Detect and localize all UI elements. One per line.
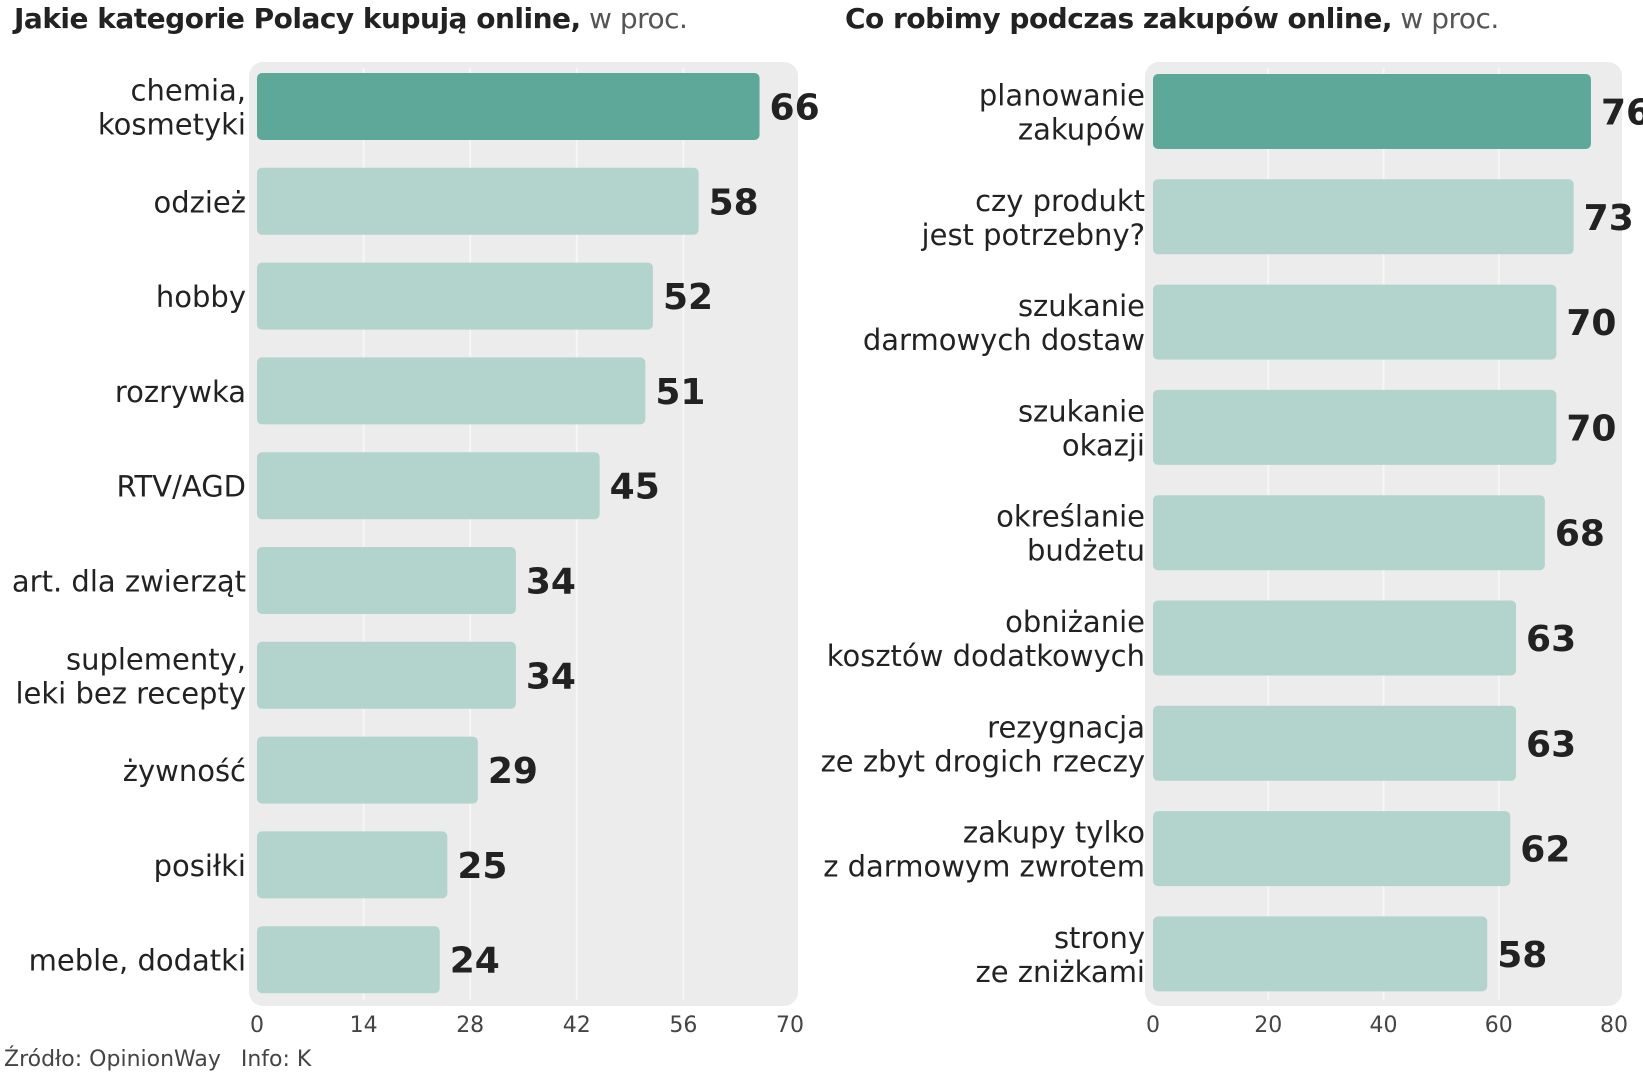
right-value-label: 70 (1566, 303, 1616, 344)
right-bar (1153, 600, 1517, 676)
left-category-label: suplementy, (66, 642, 246, 676)
left-category-label: rozrywka (115, 375, 246, 409)
right-value-label: 63 (1526, 619, 1576, 660)
right-category-label: zakupy tylko (963, 816, 1145, 850)
right-value-label: 58 (1497, 935, 1547, 976)
right-bar (1153, 811, 1511, 887)
left-chart-title: Jakie kategorie Polacy kupują online, w … (14, 2, 688, 35)
right-value-label: 76 (1601, 93, 1643, 134)
right-category-label: ze zbyt drogich rzeczy (821, 744, 1145, 778)
right-tick-label: 20 (1254, 1013, 1282, 1038)
right-bar (1153, 495, 1545, 571)
right-bar (1153, 705, 1517, 781)
right-bar (1153, 179, 1574, 255)
right-category-label: planowanie (979, 79, 1145, 113)
right-bar (1153, 74, 1591, 149)
left-category-label: hobby (156, 280, 246, 314)
source-label: Źródło: OpinionWay (4, 1047, 221, 1072)
right-bar (1153, 284, 1557, 360)
right-category-label: czy produkt (975, 184, 1145, 218)
left-tick-label: 14 (350, 1013, 378, 1038)
right-value-label: 68 (1555, 514, 1605, 555)
right-category-label: darmowych dostaw (863, 323, 1145, 357)
left-value-label: 24 (450, 941, 500, 982)
right-tick-label: 60 (1485, 1013, 1513, 1038)
source-footer: Źródło: OpinionWay Info: K (4, 1047, 311, 1072)
left-category-label: posiłki (154, 849, 246, 883)
left-chart-title-bold: Jakie kategorie Polacy kupują online, (14, 2, 581, 35)
left-value-label: 52 (663, 277, 713, 318)
left-chart-title-unit: w proc. (580, 2, 688, 35)
left-value-label: 34 (526, 656, 576, 697)
right-bar (1153, 389, 1557, 465)
right-category-label: strony (1054, 921, 1145, 955)
left-tick-label: 28 (456, 1013, 484, 1038)
right-tick-label: 40 (1370, 1013, 1398, 1038)
right-category-label: zakupów (1018, 113, 1145, 147)
left-bar (257, 926, 440, 994)
left-category-label: chemia, (131, 74, 246, 108)
right-tick-label: 80 (1600, 1013, 1628, 1038)
left-bar (257, 641, 516, 709)
right-category-label: rezygnacja (987, 710, 1145, 744)
left-category-label: leki bez recepty (15, 676, 246, 710)
left-category-label: kosmetyki (98, 108, 246, 142)
right-category-label: okazji (1062, 428, 1145, 462)
right-chart-title-bold: Co robimy podczas zakupów online, (845, 2, 1393, 35)
left-value-label: 34 (526, 562, 576, 603)
left-bar (257, 736, 478, 804)
right-category-label: szukanie (1018, 394, 1145, 428)
right-value-label: 62 (1520, 830, 1570, 871)
right-tick-label: 0 (1146, 1013, 1160, 1038)
right-chart-title: Co robimy podczas zakupów online, w proc… (845, 2, 1499, 35)
right-category-label: określanie (996, 500, 1145, 534)
left-category-label: art. dla zwierząt (12, 565, 246, 599)
left-category-label: meble, dodatki (29, 944, 246, 978)
info-label: Info: K (240, 1047, 312, 1072)
right-category-label: budżetu (1027, 534, 1145, 568)
right-chart-title-unit: w proc. (1392, 2, 1499, 35)
right-category-label: szukanie (1018, 289, 1145, 323)
left-bar (257, 452, 600, 520)
left-tick-label: 56 (669, 1013, 697, 1038)
left-value-label: 51 (655, 372, 705, 413)
right-category-label: obniżanie (1005, 605, 1145, 639)
left-value-label: 29 (488, 751, 538, 792)
left-tick-label: 70 (776, 1013, 804, 1038)
left-category-label: żywność (123, 754, 246, 788)
left-category-label: odzież (154, 185, 247, 219)
left-bar (257, 73, 760, 140)
left-bar (257, 262, 653, 330)
right-value-label: 73 (1584, 198, 1634, 239)
left-bar (257, 357, 646, 425)
left-value-label: 45 (610, 467, 660, 508)
right-category-label: kosztów dodatkowych (827, 639, 1145, 673)
right-category-label: jest potrzebny? (921, 218, 1145, 252)
left-tick-label: 42 (563, 1013, 591, 1038)
left-value-label: 58 (709, 182, 759, 223)
left-category-label: RTV/AGD (117, 470, 247, 504)
right-bar (1153, 916, 1488, 992)
right-category-label: z darmowym zwrotem (823, 850, 1145, 884)
right-category-label: ze zniżkami (975, 955, 1145, 989)
right-value-label: 63 (1526, 724, 1576, 765)
left-bar (257, 167, 699, 235)
left-tick-label: 0 (250, 1013, 264, 1038)
right-value-label: 70 (1566, 408, 1616, 449)
left-bar (257, 547, 516, 614)
left-value-label: 25 (457, 846, 507, 887)
left-bar (257, 831, 448, 899)
left-value-label: 66 (770, 88, 820, 129)
